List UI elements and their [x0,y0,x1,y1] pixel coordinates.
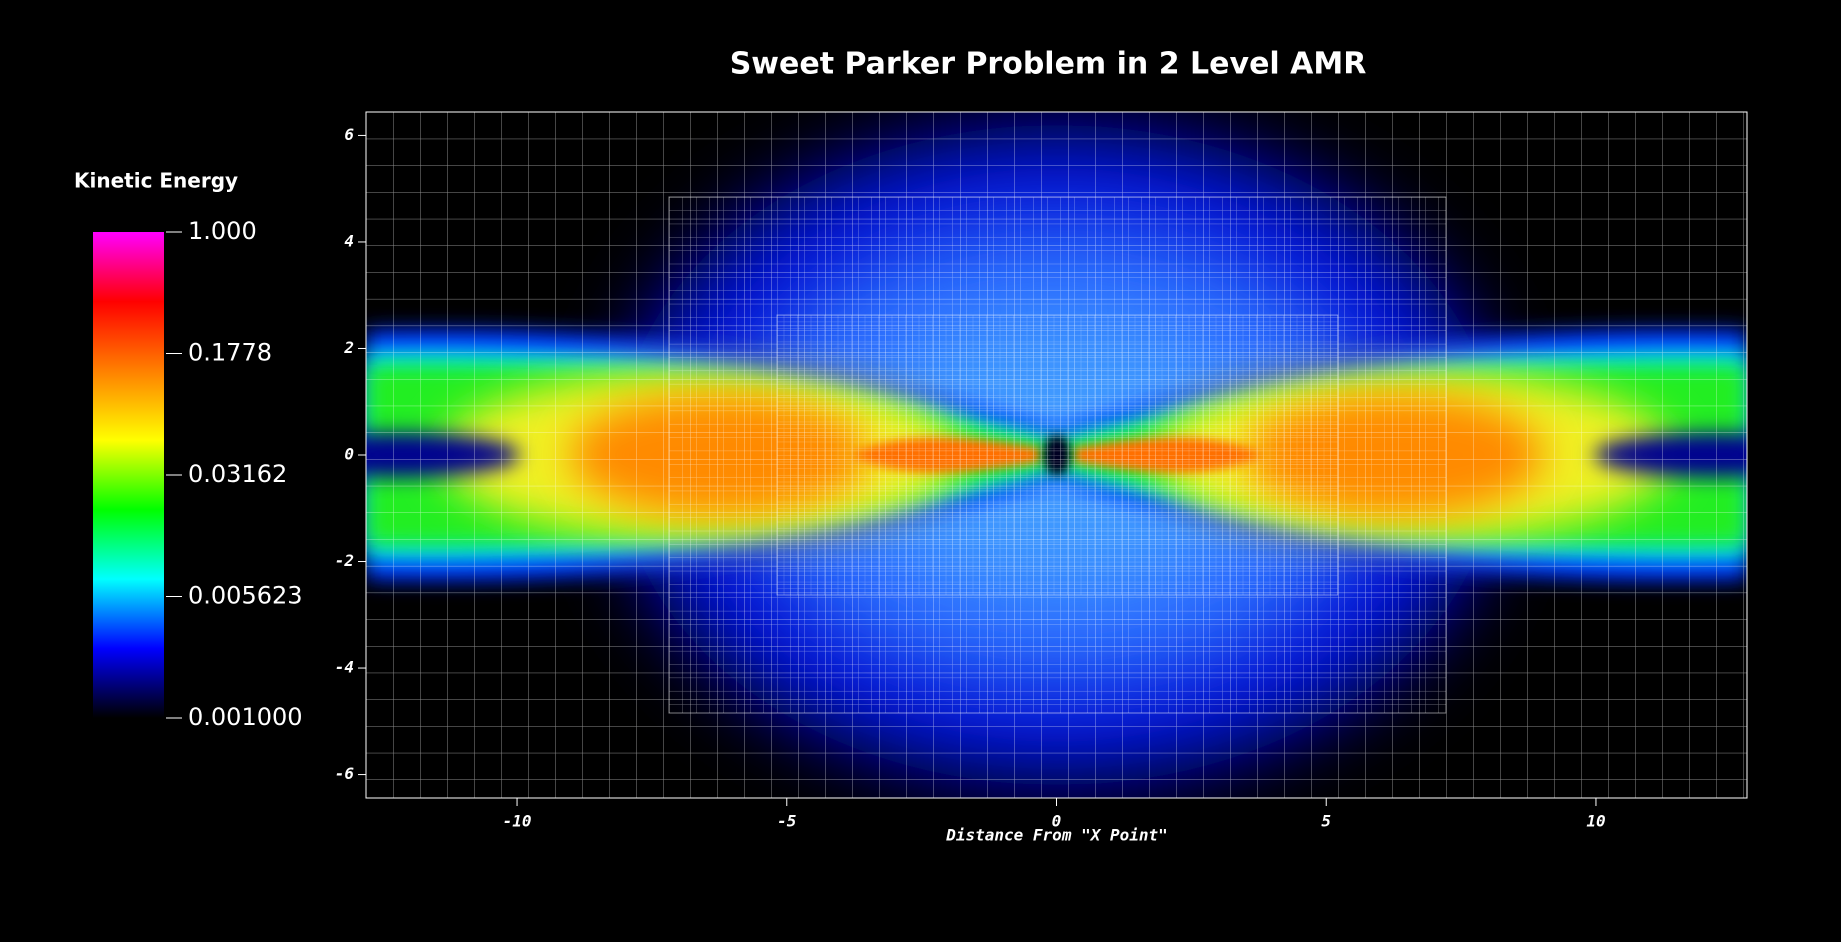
colorbar-tick-label: 0.03162 [188,460,287,488]
mesh-level-2 [776,314,1339,596]
x-tick-label: -10 [503,812,532,831]
x-tick-label: 5 [1321,812,1331,831]
amr-mesh [366,112,1747,798]
x-tick-label: -5 [777,812,796,831]
x-axis-label: Distance From "X Point" [945,826,1168,845]
colorbar-tick-label: 0.001000 [188,703,303,731]
colorbar-tick-label: 1.000 [188,217,257,245]
x-tick-label: 0 [1052,812,1062,831]
x-tick-label: 10 [1586,812,1605,831]
colorbar [93,232,164,718]
y-tick-label: 2 [343,338,354,357]
colorbar-tick-label: 0.1778 [188,339,272,367]
y-tick-label: -6 [335,764,355,783]
y-tick-label: 6 [344,125,354,144]
y-tick-label: -4 [335,658,354,677]
y-tick-label: 4 [344,231,354,250]
colorbar-title: Kinetic Energy [74,169,238,193]
chart-title: Sweet Parker Problem in 2 Level AMR [730,47,1367,82]
y-tick-label: -2 [335,551,354,570]
colorbar-tick-label: 0.005623 [188,582,303,610]
field [366,112,1747,798]
y-tick-label: 0 [344,445,354,464]
